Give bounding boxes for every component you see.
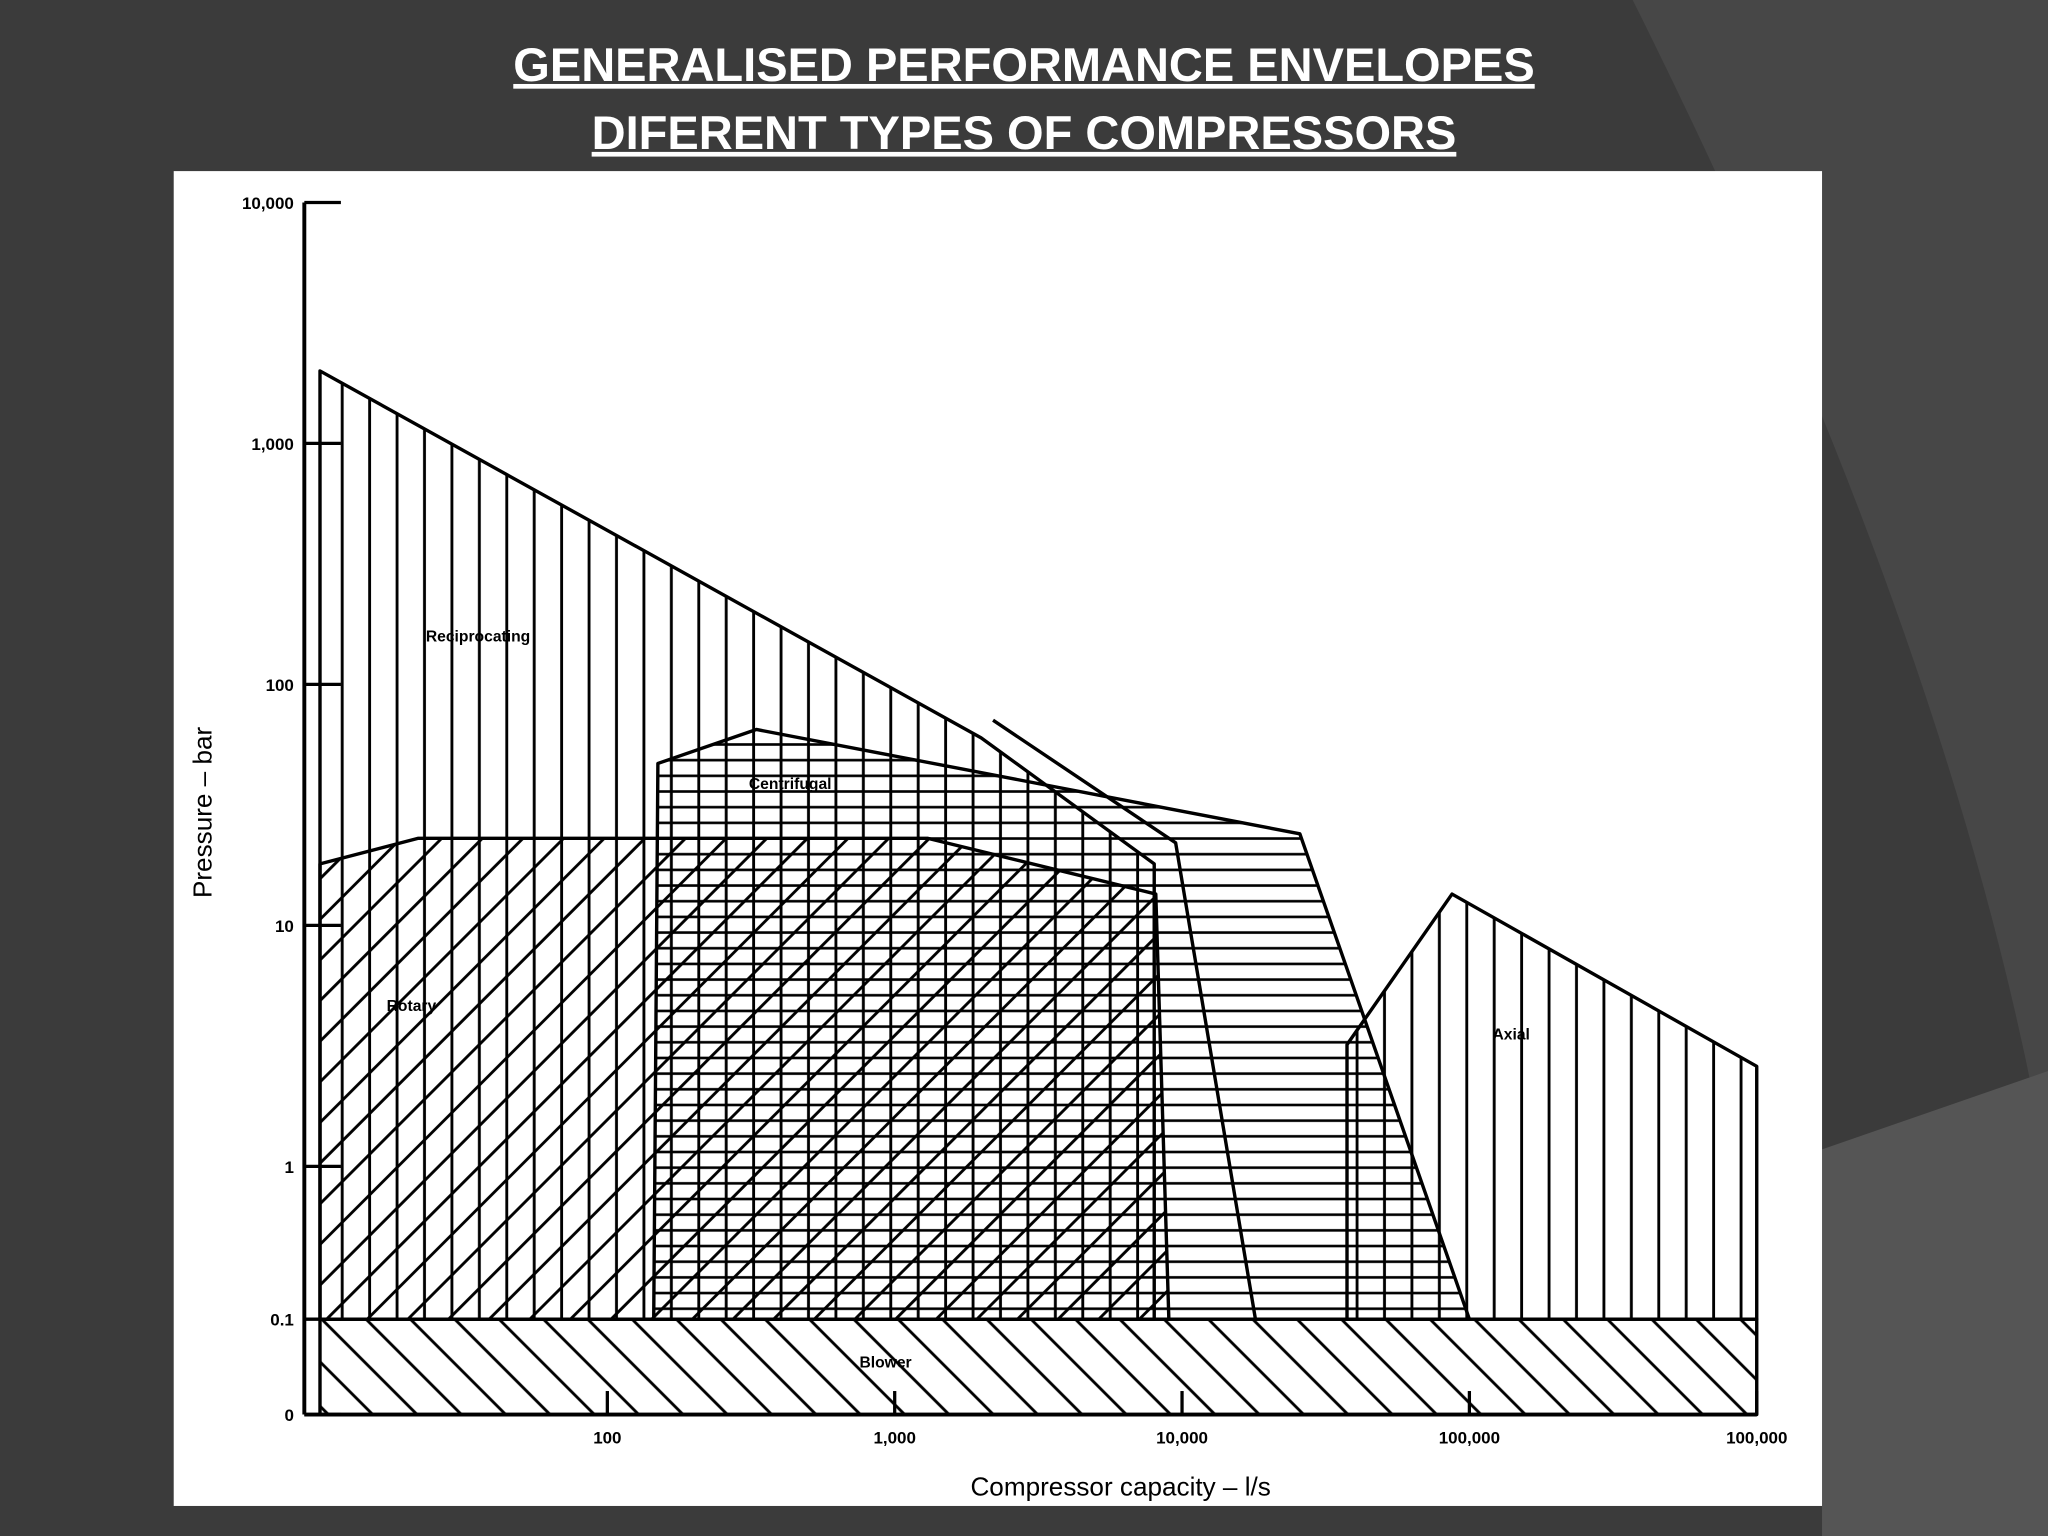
background-shape bbox=[1632, 0, 2048, 1176]
x-tick-label: 100,000 bbox=[1439, 1428, 1500, 1447]
region-label: Blower bbox=[859, 1355, 911, 1372]
region-label: Rotary bbox=[387, 998, 437, 1015]
title: GENERALISED PERFORMANCE ENVELOPES bbox=[513, 38, 1534, 91]
y-axis-label: Pressure – bar bbox=[188, 726, 218, 898]
y-tick-label: 10,000 bbox=[242, 194, 294, 213]
plot: Reciprocating Rotary Centrifugal Axial Blowe… bbox=[242, 194, 1787, 1447]
region-label: Centrifugal bbox=[749, 776, 832, 793]
y-tick-label: 1,000 bbox=[251, 435, 293, 454]
x-tick-label: 100 bbox=[593, 1428, 621, 1447]
y-tick-label: 10 bbox=[275, 917, 294, 936]
y-tick-label: 0 bbox=[284, 1406, 293, 1425]
x-tick-label: 1,000 bbox=[873, 1428, 915, 1447]
y-tick-label: 0.1 bbox=[270, 1311, 294, 1330]
region-label: Reciprocating bbox=[426, 628, 530, 645]
x-axis-label: Compressor capacity – l/s bbox=[970, 1472, 1270, 1502]
region bbox=[992, 718, 1258, 1320]
x-tick-label: 10,000 bbox=[1156, 1428, 1208, 1447]
x-tick-label: 100,000 bbox=[1726, 1428, 1787, 1447]
region-label: Axial bbox=[1492, 1027, 1529, 1044]
y-tick-label: 100 bbox=[266, 676, 294, 695]
background-shape bbox=[1822, 1071, 2048, 1536]
y-tick-label: 1 bbox=[284, 1158, 293, 1177]
subtitle: DIFERENT TYPES OF COMPRESSORS bbox=[592, 106, 1457, 159]
region bbox=[318, 1317, 1759, 1417]
